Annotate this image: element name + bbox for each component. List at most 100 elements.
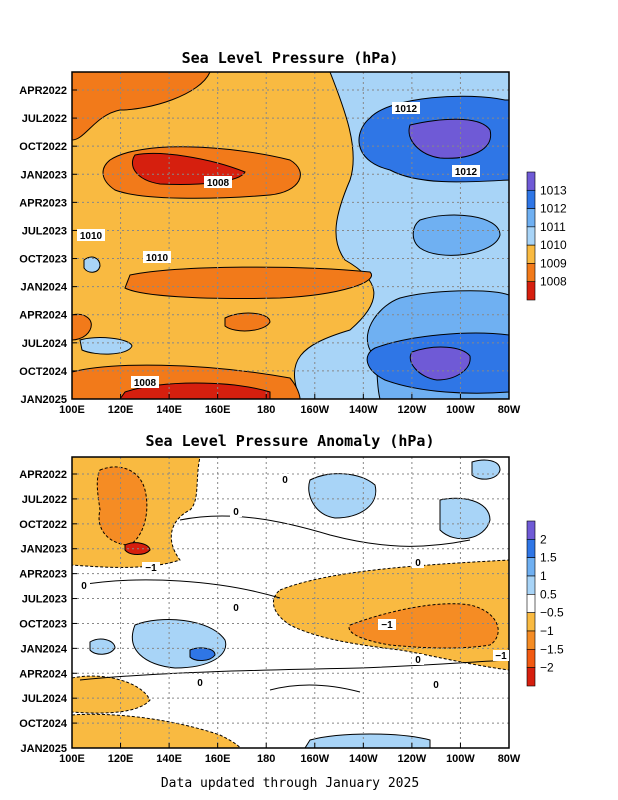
panel1-contour-label: 1010 <box>146 253 169 264</box>
panel1-contour-label: 1008 <box>207 178 230 189</box>
panel2-clabel-bg <box>78 580 90 591</box>
panel2-contour-zero <box>79 659 509 681</box>
x-tick-label: 120W <box>398 404 427 416</box>
panel2-clabel-bg <box>378 619 396 630</box>
footer-note: Data updated through January 2025 <box>161 776 419 791</box>
panel1-x-ticks: 100E 120E 140E 160E 180 160W 140W 120W 100W 80W <box>59 394 521 416</box>
panel2-region-neg-sw <box>72 675 151 714</box>
colorbar-swatch <box>526 539 536 558</box>
y-tick-label: JUL2023 <box>22 225 67 237</box>
colorbar-swatch <box>526 189 536 209</box>
panel2-clabel-bg <box>412 654 424 665</box>
x-tick-label: 80W <box>498 404 521 416</box>
x-tick-label: 120E <box>108 753 134 765</box>
panel2-grid <box>72 457 509 748</box>
y-tick-label: JAN2023 <box>21 544 67 556</box>
panel2-colorbar: 2 1.5 1 0.5 −0.5 −1 −1.5 −2 <box>526 520 564 687</box>
y-tick-label: OCT2023 <box>19 618 67 630</box>
panel1-contour-label: 1010 <box>80 231 103 242</box>
y-tick-label: APR2022 <box>19 469 67 481</box>
y-tick-label: OCT2022 <box>19 141 67 153</box>
panel2-clabel-bg <box>493 650 509 661</box>
panel2-frame <box>71 456 510 749</box>
y-tick-label: APR2024 <box>19 310 68 322</box>
panel1-frame <box>71 71 510 400</box>
colorbar-label: 1008 <box>540 275 567 289</box>
panel1-region-1009-w <box>72 313 92 341</box>
panel2-clabel-bg <box>279 474 291 485</box>
x-tick-label: 160E <box>205 404 231 416</box>
y-tick-label: JAN2025 <box>21 743 67 755</box>
y-tick-label: APR2023 <box>19 197 67 209</box>
panel1-clabel-bg <box>77 229 105 241</box>
panel2-contour-label: 0 <box>197 678 203 689</box>
panel1-clabel-bg <box>143 251 171 263</box>
colorbar-swatch <box>526 630 536 650</box>
y-tick-label: APR2023 <box>19 569 67 581</box>
panel1-region-1009-apr24 <box>224 312 271 332</box>
colorbar-label: 0.5 <box>540 587 557 601</box>
y-tick-label: OCT2024 <box>19 718 68 730</box>
panel1-contour-label: 1012 <box>455 167 478 178</box>
panel1-region-1011-blob <box>79 337 133 355</box>
panel2-field <box>72 457 509 748</box>
panel2-clabel-bg <box>230 602 242 613</box>
panel1-colorbar: 1013 1012 1011 1010 1009 1008 <box>526 171 567 301</box>
panel1-region-1011-mid <box>412 214 501 256</box>
y-tick-label: JUL2022 <box>22 113 67 125</box>
y-tick-label: APR2024 <box>19 668 68 680</box>
y-tick-label: JUL2023 <box>22 594 67 606</box>
x-tick-label: 120E <box>108 404 134 416</box>
panel2-x-ticks: 100E 120E 140E 160E 180 160W 140W 120W 100W 80W <box>59 743 521 765</box>
colorbar-swatch <box>526 667 536 687</box>
panel1-contour-label: 1012 <box>395 104 418 115</box>
x-tick-label: 100W <box>446 753 475 765</box>
x-tick-label: 140E <box>156 404 182 416</box>
y-tick-label: OCT2024 <box>19 366 68 378</box>
panel2-region-neg-nw-core <box>96 466 148 546</box>
colorbar-swatch <box>526 208 536 228</box>
x-tick-label: 120W <box>398 753 427 765</box>
x-tick-label: 100E <box>59 753 85 765</box>
panel2-region-pos-ne2 <box>471 459 501 480</box>
colorbar-swatch <box>526 594 536 613</box>
panel2-region-pos-w <box>89 638 116 655</box>
x-tick-label: 80W <box>498 753 521 765</box>
panel1-clabel-bg <box>131 376 159 388</box>
colorbar-swatch <box>526 557 536 577</box>
y-tick-label: APR2022 <box>19 85 67 97</box>
y-tick-label: JAN2023 <box>21 169 67 181</box>
colorbar-label: 1 <box>540 569 547 583</box>
x-tick-label: 140W <box>349 753 378 765</box>
colorbar-label: 1010 <box>540 238 567 252</box>
colorbar-swatch <box>526 612 536 632</box>
panel1-region-1011-blob2 <box>83 256 101 273</box>
x-tick-label: 160W <box>300 753 329 765</box>
colorbar-swatch <box>526 263 536 283</box>
x-tick-label: 160E <box>205 753 231 765</box>
panel2-region-neg-east-core <box>348 603 499 649</box>
panel1-y-ticks: APR2022 JUL2022 OCT2022 JAN2023 APR2023 JUL20… <box>19 85 77 406</box>
colorbar-label: −1 <box>540 624 554 638</box>
panel2-clabel-bg <box>194 677 206 688</box>
panel2-contour-label: −1 <box>381 620 393 631</box>
colorbar-label: 1009 <box>540 256 567 270</box>
colorbar-label: 1013 <box>540 183 567 197</box>
colorbar-swatch <box>526 575 536 595</box>
panel1-region-1009-jan24 <box>124 266 373 300</box>
y-tick-label: JUL2022 <box>22 494 67 506</box>
panel2-clabel-bg <box>412 557 424 568</box>
panel2-contour-label: 0 <box>415 655 421 666</box>
x-tick-label: 180 <box>257 753 275 765</box>
colorbar-swatch <box>526 281 536 301</box>
panel1-clabel-bg <box>392 102 420 114</box>
panel1-clabel-bg <box>204 176 232 188</box>
y-tick-label: OCT2022 <box>19 519 67 531</box>
colorbar-swatch <box>526 226 536 246</box>
panel1-region-1009-nw <box>72 72 211 141</box>
colorbar-label: −0.5 <box>540 606 564 620</box>
colorbar-label: −2 <box>540 661 554 675</box>
panel2-contour-label: 0 <box>415 558 421 569</box>
x-tick-label: 140E <box>156 753 182 765</box>
y-tick-label: JAN2025 <box>21 394 67 406</box>
